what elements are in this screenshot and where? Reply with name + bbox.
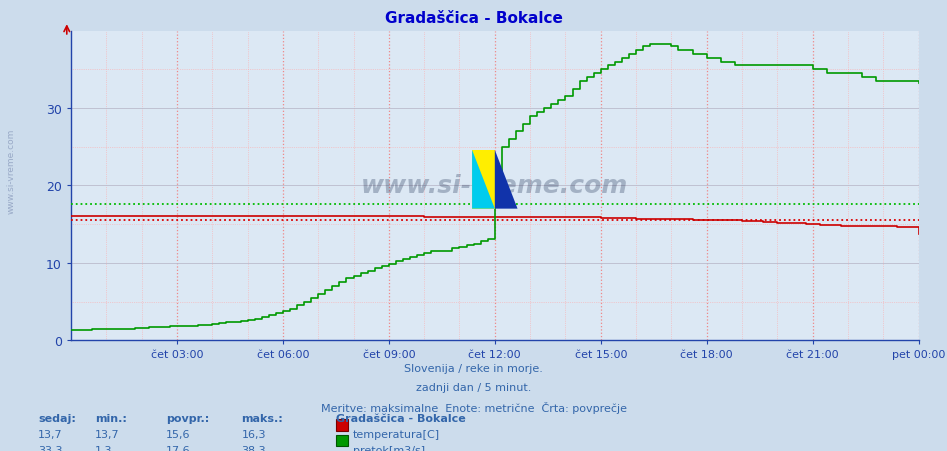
Text: 1,3: 1,3 bbox=[95, 445, 112, 451]
Text: zadnji dan / 5 minut.: zadnji dan / 5 minut. bbox=[416, 382, 531, 392]
Text: 13,7: 13,7 bbox=[38, 429, 63, 439]
Text: maks.:: maks.: bbox=[241, 413, 283, 423]
Bar bbox=[472, 151, 494, 209]
Text: 38,3: 38,3 bbox=[241, 445, 266, 451]
Polygon shape bbox=[494, 151, 517, 209]
Text: sedaj:: sedaj: bbox=[38, 413, 76, 423]
Text: 15,6: 15,6 bbox=[166, 429, 190, 439]
Text: Meritve: maksimalne  Enote: metrične  Črta: povprečje: Meritve: maksimalne Enote: metrične Črta… bbox=[320, 401, 627, 413]
Text: pretok[m3/s]: pretok[m3/s] bbox=[353, 445, 425, 451]
Text: www.si-vreme.com: www.si-vreme.com bbox=[7, 129, 16, 214]
Text: www.si-vreme.com: www.si-vreme.com bbox=[361, 174, 629, 198]
Text: min.:: min.: bbox=[95, 413, 127, 423]
Text: 33,3: 33,3 bbox=[38, 445, 63, 451]
Text: 17,6: 17,6 bbox=[166, 445, 190, 451]
Text: 16,3: 16,3 bbox=[241, 429, 266, 439]
Polygon shape bbox=[472, 151, 494, 209]
Text: Gradaščica - Bokalce: Gradaščica - Bokalce bbox=[384, 11, 563, 26]
Text: Slovenija / reke in morje.: Slovenija / reke in morje. bbox=[404, 363, 543, 373]
Text: Gradaščica - Bokalce: Gradaščica - Bokalce bbox=[336, 413, 466, 423]
Text: 13,7: 13,7 bbox=[95, 429, 119, 439]
Text: povpr.:: povpr.: bbox=[166, 413, 209, 423]
Text: temperatura[C]: temperatura[C] bbox=[353, 429, 440, 439]
